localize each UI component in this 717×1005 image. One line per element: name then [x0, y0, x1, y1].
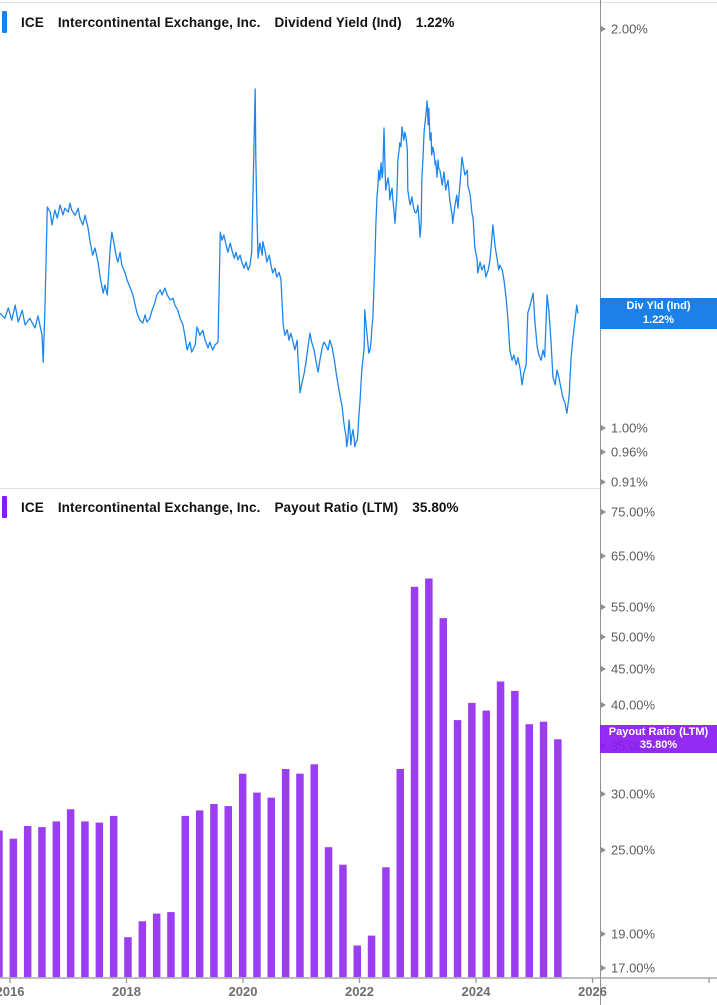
payout-bar-q1-2017	[66, 809, 75, 978]
payout-axis-label-arrow-icon	[601, 552, 606, 559]
payout-bar-q4-2017	[109, 815, 118, 978]
payout-bar-q1-2022	[353, 945, 361, 978]
payout-axis-label: 50.00%	[611, 629, 656, 645]
payout-bar-q4-2018	[167, 912, 175, 978]
x-axis-label-2020: 2020	[228, 984, 258, 999]
payout-bar-q1-2025	[525, 724, 533, 978]
x-axis-label-2016: 2016	[0, 984, 25, 999]
payout-bar-q2-2018	[138, 921, 147, 978]
payout-axis-label-arrow-icon	[601, 846, 606, 853]
payout-ratio-bars	[0, 578, 562, 978]
dividend-yield-line	[0, 88, 579, 448]
payout-bar-q4-2021	[339, 864, 347, 978]
payout-bar-q2-2022	[367, 935, 376, 978]
payout-axis-label-arrow-icon	[601, 604, 606, 611]
payout-bar-q4-2015	[0, 830, 3, 978]
dividend-yield-legend: ICE Intercontinental Exchange, Inc. Divi…	[0, 7, 467, 37]
badge-value: 35.80%	[639, 739, 678, 752]
payout-ratio-legend: ICE Intercontinental Exchange, Inc. Payo…	[0, 492, 471, 522]
payout-bar-q1-2021	[296, 773, 304, 978]
company-name: Intercontinental Exchange, Inc.	[57, 14, 261, 30]
payout-axis-label-arrow-icon	[601, 509, 606, 515]
payout-bar-q3-2016	[38, 827, 46, 978]
badge-metric-label: Div Yld (Ind)	[626, 300, 691, 313]
payout-bar-q3-2017	[95, 822, 104, 978]
payout-bar-q3-2025	[554, 739, 562, 978]
payout-bar-q3-2020	[267, 797, 275, 978]
payout-bar-q3-2018	[152, 913, 161, 978]
payout-bar-q4-2020	[281, 769, 290, 978]
payout-bar-q1-2019	[181, 815, 189, 978]
dividend-yield-value-badge: Div Yld (Ind) 1.22%	[600, 298, 717, 330]
payout-axis-label: 75.00%	[611, 504, 656, 520]
ticker-symbol: ICE	[21, 499, 44, 515]
x-axis-label-2018: 2018	[112, 984, 141, 999]
payout-bar-q2-2021	[310, 764, 318, 978]
payout-bar-q1-2024	[468, 702, 476, 978]
payout-bar-q4-2016	[52, 821, 61, 978]
yield-axis-label: 0.96%	[611, 444, 648, 459]
payout-axis-label: 19.00%	[611, 926, 656, 942]
payout-axis-label-arrow-icon	[601, 633, 606, 640]
payout-bar-q2-2019	[195, 810, 204, 978]
payout-axis-label: 65.00%	[611, 548, 656, 564]
payout-axis-label: 40.00%	[611, 697, 656, 713]
metric-name: Payout Ratio (LTM)	[274, 499, 399, 515]
x-axis-label-2024: 2024	[461, 984, 491, 999]
payout-ratio-value-badge: Payout Ratio (LTM) 35.80%	[600, 725, 717, 754]
payout-bar-q4-2019	[224, 806, 232, 978]
yield-axis-label-arrow-icon	[601, 448, 606, 455]
payout-bar-q1-2023	[410, 586, 419, 978]
payout-bar-q3-2022	[382, 867, 390, 978]
payout-bar-q3-2019	[210, 804, 218, 978]
x-axis-label-2022: 2022	[345, 984, 374, 999]
payout-bar-q2-2016	[23, 826, 32, 978]
payout-axis-label: 17.00%	[611, 960, 656, 976]
payout-bar-q4-2022	[396, 769, 404, 978]
payout-bar-q3-2021	[324, 847, 333, 978]
x-axis-label-2026: 2026	[578, 984, 607, 999]
payout-axis-label: 30.00%	[611, 786, 656, 802]
yield-axis-label: 2.00%	[611, 21, 648, 37]
yield-axis-label: 1.00%	[611, 420, 648, 436]
payout-bar-q3-2023	[439, 618, 447, 978]
payout-axis-label-arrow-icon	[601, 965, 606, 972]
metric-value: 35.80%	[412, 499, 459, 515]
metric-value: 1.22%	[415, 14, 455, 30]
yield-axis-label-arrow-icon	[601, 479, 606, 486]
payout-bar-q1-2018	[124, 937, 132, 978]
payout-bar-q3-2024	[496, 681, 505, 978]
payout-bar-q2-2017	[81, 821, 89, 978]
payout-axis-label: 55.00%	[611, 599, 656, 615]
legend-accent-bar	[2, 496, 7, 518]
legend-accent-bar	[2, 11, 7, 33]
payout-axis-label-arrow-icon	[601, 930, 606, 937]
payout-bar-q1-2020	[238, 773, 247, 978]
badge-value: 1.22%	[642, 313, 675, 326]
payout-axis-label: 25.00%	[611, 842, 656, 858]
badge-metric-label: Payout Ratio (LTM)	[608, 725, 709, 738]
yield-axis-label-arrow-icon	[601, 25, 606, 32]
metric-name: Dividend Yield (Ind)	[274, 14, 402, 30]
company-name: Intercontinental Exchange, Inc.	[57, 499, 261, 515]
yield-axis-label: 0.91%	[611, 474, 648, 490]
payout-bar-q2-2023	[425, 578, 433, 978]
payout-bar-q4-2024	[511, 690, 519, 978]
payout-bar-q2-2024	[482, 710, 490, 978]
x-axis-ticks	[9, 978, 710, 983]
ticker-symbol: ICE	[21, 14, 44, 30]
payout-bar-q1-2016	[9, 838, 18, 978]
payout-bar-q2-2020	[253, 792, 261, 978]
yield-axis-label-arrow-icon	[601, 425, 606, 431]
payout-axis-label: 45.00%	[611, 661, 656, 677]
payout-bar-q4-2023	[453, 720, 462, 978]
payout-axis-label-arrow-icon	[601, 702, 606, 709]
payout-axis-label-arrow-icon	[601, 790, 606, 797]
payout-axis-label-arrow-icon	[601, 665, 606, 672]
payout-bar-q2-2025	[539, 721, 548, 978]
